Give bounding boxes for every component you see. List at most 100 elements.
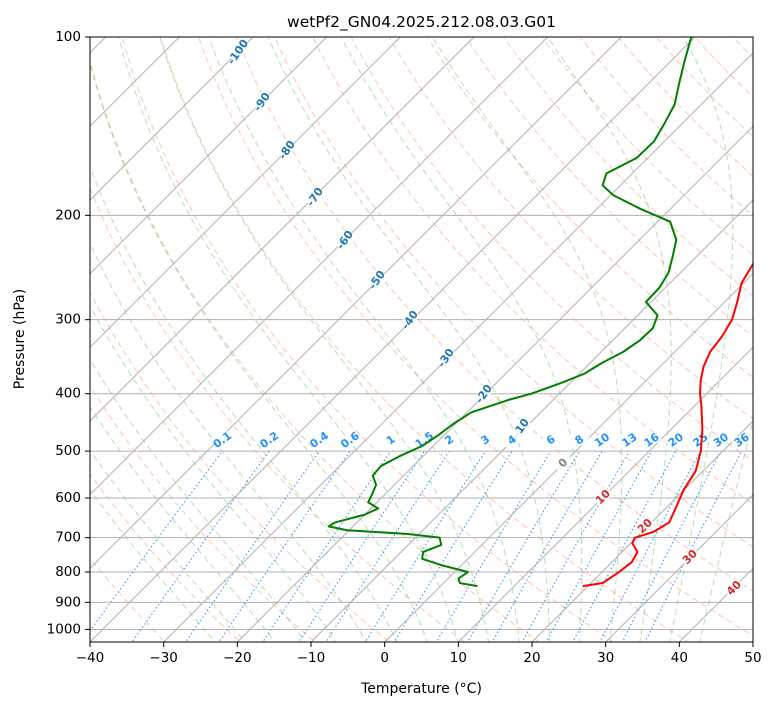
mixing-ratio-label-bg	[540, 430, 562, 450]
mixing-ratio-label-bg	[568, 430, 590, 450]
isotherm	[90, 37, 254, 201]
mixing-ratio-label-bg	[591, 430, 613, 450]
y-axis-label: Pressure (hPa)	[12, 289, 28, 389]
y-tick-label: 400	[55, 386, 81, 402]
dry-adiabat	[503, 37, 753, 297]
y-tick-label: 700	[55, 530, 81, 546]
dry-adiabat-label-bg	[400, 309, 420, 331]
y-tick-label: 1000	[47, 621, 81, 637]
y-tick-label: 200	[55, 207, 81, 223]
mixing-ratio-label-bg	[501, 430, 523, 450]
mixing-ratio-line	[435, 450, 552, 642]
moist-adiabat-label-bg	[634, 515, 656, 537]
mixing-ratio-line	[325, 450, 450, 642]
moist-adiabat	[431, 37, 623, 642]
dry-adiabat-label-bg	[335, 229, 355, 251]
mixing-ratio-line	[491, 450, 603, 642]
x-tick-label: 0	[380, 650, 389, 666]
x-tick-label: 50	[744, 650, 761, 666]
dry-adiabat	[90, 59, 540, 642]
x-tick-label: −10	[297, 650, 326, 666]
dry-adiabat	[236, 37, 753, 592]
dry-adiabat	[426, 37, 753, 378]
mixing-ratio-label-bg	[665, 430, 687, 450]
moist-adiabat-label-bg	[592, 486, 614, 508]
x-tick-label: −40	[76, 650, 105, 666]
plot-area: -100-90-80-70-60-50-40-30-20-100.1 0.2 0.4…	[90, 37, 753, 642]
moist-adiabat	[546, 37, 672, 642]
dry-adiabat-label-bg	[367, 269, 387, 291]
dry-adiabat-label-bg	[277, 139, 297, 161]
dry-adiabat	[350, 37, 753, 462]
x-tick-label: −20	[223, 650, 252, 666]
temperature-profile	[582, 262, 753, 588]
axes: −40 −30 −20 −10 0 10 20 30 40 50 100 200 300 400 500 60…	[47, 29, 762, 666]
isotherm	[90, 37, 696, 642]
mixing-ratio-label-bg	[690, 430, 712, 450]
mixing-ratio-label-bg	[413, 430, 435, 450]
x-tick-label: 10	[450, 650, 467, 666]
mixing-ratio-label-bg	[731, 430, 753, 450]
isotherm	[604, 493, 753, 642]
x-tick-label: −30	[149, 650, 178, 666]
mixing-ratio-label-bg	[380, 430, 402, 450]
x-tick-label: 30	[597, 650, 614, 666]
moist-adiabat	[669, 37, 734, 642]
x-tick-label: 40	[671, 650, 688, 666]
isotherm	[90, 37, 623, 570]
mixing-ratio-line	[131, 450, 270, 642]
isotherm	[90, 37, 549, 496]
dry-adiabat	[121, 37, 615, 642]
isotherm	[457, 346, 753, 642]
moist-adiabat	[267, 37, 550, 642]
x-tick-label: 20	[523, 650, 540, 666]
mixing-ratio-line	[218, 450, 351, 642]
dry-adiabat	[90, 384, 316, 642]
mixing-ratio-label-bg	[474, 430, 496, 450]
y-tick-label: 800	[55, 564, 81, 580]
isotherm	[90, 37, 328, 275]
moist-adiabat	[208, 37, 520, 642]
y-tick-label: 600	[55, 490, 81, 506]
mixing-ratio-label-bg	[618, 430, 641, 450]
isotherm	[90, 37, 475, 422]
mixing-ratio-line	[185, 450, 320, 642]
mixing-ratio-line	[466, 450, 580, 642]
dry-adiabats	[90, 37, 753, 642]
dry-adiabat-label-bg	[474, 383, 494, 405]
mixing-ratio-line	[545, 450, 653, 642]
pressure-gridlines	[90, 37, 753, 630]
moist-adiabat-label-bg	[679, 546, 701, 568]
mixing-ratio-label-bg	[258, 430, 280, 450]
x-axis-label: Temperature (°C)	[360, 681, 482, 697]
mixing-ratio-lines	[90, 450, 743, 642]
isotherm	[383, 272, 753, 642]
y-tick-label: 100	[55, 29, 81, 45]
dry-adiabat	[197, 37, 753, 637]
dry-adiabat	[541, 37, 753, 257]
moist-adiabat-label-bg	[552, 452, 574, 474]
dry-adiabat-label-bg	[228, 41, 248, 63]
mixing-ratio-line	[262, 450, 392, 642]
isotherm	[310, 199, 753, 642]
isotherm	[531, 420, 753, 642]
mixing-ratio-line	[298, 450, 425, 642]
dry-adiabat	[90, 186, 465, 642]
moist-adiabat-label-bg	[723, 577, 745, 599]
isotherm	[162, 51, 753, 642]
moist-adiabat	[340, 37, 583, 642]
y-tick-label: 300	[55, 312, 81, 328]
profiles	[327, 37, 753, 588]
isotherms	[90, 37, 753, 642]
chart-title: wetPf2_GN04.2025.212.08.03.G01	[287, 13, 556, 32]
dry-adiabat	[312, 37, 753, 505]
dry-adiabat	[388, 37, 753, 420]
isotherm	[90, 37, 402, 349]
plot-frame	[89, 36, 754, 643]
mixing-ratio-label-bg	[308, 430, 330, 450]
mixing-ratio-label-bg	[438, 430, 460, 450]
dry-adiabat	[617, 37, 753, 177]
dry-adiabat-label-bg	[436, 347, 456, 369]
